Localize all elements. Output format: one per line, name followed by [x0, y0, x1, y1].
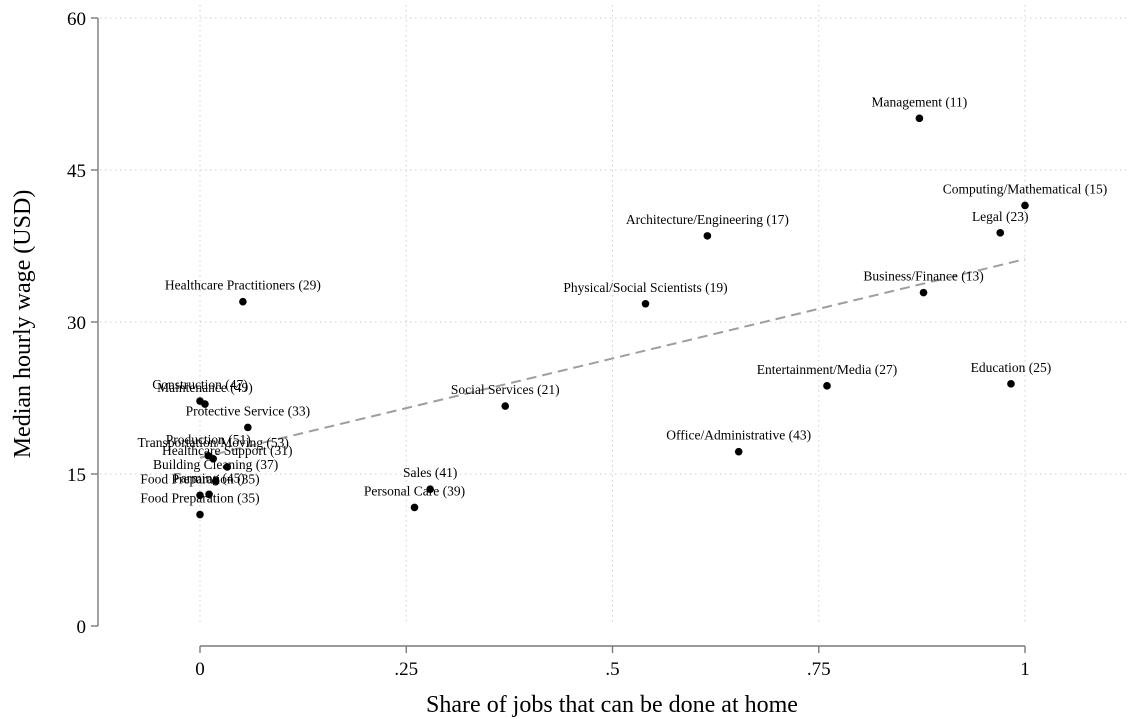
data-point	[996, 229, 1005, 237]
data-point	[205, 490, 213, 499]
data-point	[211, 477, 220, 485]
data-point	[1021, 201, 1029, 210]
fit-line	[199, 258, 1026, 459]
data-point	[919, 288, 928, 297]
x-tick-label: .5	[605, 659, 619, 680]
data-point-label: Construction (47)	[152, 377, 248, 392]
data-point	[223, 463, 232, 471]
point-labels: Management (11) Computing/Mathematical (1…	[138, 94, 1108, 505]
data-point-label: Maintenance (49)	[157, 380, 253, 395]
data-point	[823, 382, 831, 390]
data-point	[703, 232, 712, 240]
y-tick-label: 45	[67, 161, 86, 182]
y-tick-label: 0	[77, 617, 87, 638]
data-point-label: Legal (23)	[972, 209, 1029, 224]
data-point	[641, 299, 650, 308]
data-point-label: Healthcare Practitioners (29)	[165, 278, 321, 293]
x-tick-label: 0	[195, 659, 205, 680]
data-point-label: Architecture/Engineering (17)	[626, 212, 789, 227]
y-tick-label: 30	[67, 313, 86, 334]
data-point-label: Office/Administrative (43)	[666, 428, 811, 443]
data-point-label: Healthcare Support (31)	[162, 443, 292, 458]
data-point	[410, 503, 419, 512]
data-point	[501, 402, 510, 410]
data-point-label: Education (25)	[971, 360, 1052, 375]
data-point	[209, 455, 217, 463]
data-point	[734, 447, 743, 456]
y-tick-label: 15	[67, 465, 86, 486]
x-axis-title: Share of jobs that can be done at home	[426, 692, 798, 718]
data-point	[1007, 380, 1015, 388]
x-tick-label: .75	[807, 659, 831, 680]
x-tick-label: 1	[1020, 659, 1030, 680]
data-point-label: Computing/Mathematical (15)	[943, 181, 1108, 196]
data-point-label: Transportation/Moving (53)	[138, 435, 289, 450]
data-point-label: Building Cleaning (37)	[153, 457, 278, 472]
y-tick-label: 60	[67, 9, 86, 30]
data-point-label: Physical/Social Scientists (19)	[563, 280, 727, 295]
data-point-label: Personal Care (39)	[364, 483, 465, 498]
data-point-label: Sales (41)	[403, 465, 457, 480]
data-point	[196, 491, 204, 500]
data-point-label: Production (51)	[166, 432, 251, 447]
data-points	[196, 114, 1029, 519]
data-point-label: Business/Finance (13)	[863, 269, 983, 284]
y-axis-title: Median hourly wage (USD)	[10, 190, 36, 459]
data-point-label: Food Preparation (35)	[140, 491, 259, 506]
data-point-label: Protective Service (33)	[186, 403, 310, 418]
data-point-label: Entertainment/Media (27)	[757, 362, 898, 377]
axes: 0 15 30 45 60 0 .25 .5 .75 1	[67, 9, 1030, 680]
data-point	[426, 485, 434, 494]
data-point	[201, 400, 209, 408]
data-point	[244, 423, 252, 432]
grid-lines	[100, 5, 1128, 622]
data-point-label: Management (11)	[871, 94, 967, 109]
data-point-label: Social Services (21)	[451, 382, 560, 397]
fit-line-group	[199, 258, 1026, 459]
data-point	[239, 297, 247, 306]
data-point-label: Food Preparation (35)	[140, 471, 259, 486]
data-point	[915, 114, 924, 123]
x-tick-label: .25	[394, 659, 418, 680]
data-point-label: Farming (45)	[173, 470, 245, 485]
data-point	[196, 510, 204, 519]
